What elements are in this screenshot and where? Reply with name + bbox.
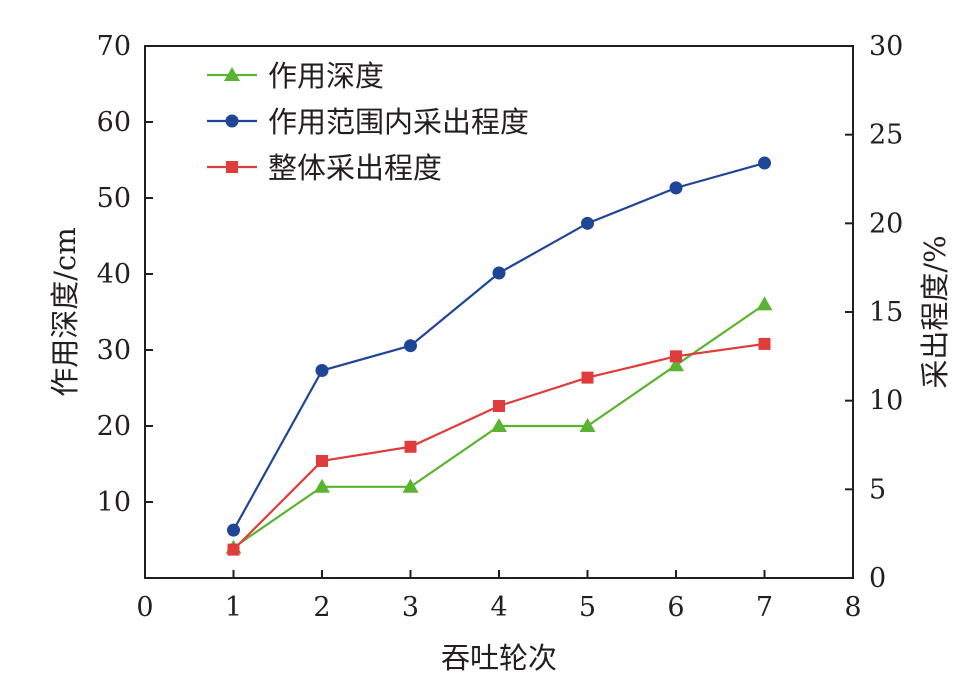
left-y-axis-title: 作用深度/cm [48, 227, 82, 397]
data-point [402, 478, 419, 493]
data-point [758, 156, 771, 170]
x-tick-label: 6 [667, 592, 684, 623]
y-tick-label: 30 [97, 335, 131, 366]
data-point [492, 266, 506, 280]
legend-item: 作用范围内采出程度 [207, 105, 529, 139]
legend-marker [226, 161, 238, 173]
x-tick-label: 4 [490, 592, 507, 623]
y2-tick-label: 20 [869, 208, 903, 239]
data-point [227, 523, 240, 537]
x-tick-label: 7 [756, 592, 773, 623]
data-point [670, 350, 682, 363]
data-point [669, 181, 683, 195]
y-tick-label: 60 [97, 107, 131, 138]
legend-marker [224, 67, 240, 81]
data-point [315, 364, 329, 378]
legend-label: 整体采出程度 [268, 151, 442, 185]
data-point [668, 357, 684, 372]
data-point [491, 418, 507, 432]
legend-item: 作用深度 [207, 59, 384, 93]
data-point [493, 399, 505, 412]
data-point [758, 337, 771, 350]
series-layer [225, 156, 773, 556]
legend-item: 整体采出程度 [207, 151, 442, 185]
series-line [232, 342, 765, 551]
legend-marker [225, 114, 239, 128]
right-y-axis-ticks: 0 5 10 15 20 25 30 [845, 31, 903, 594]
x-tick-label: 0 [136, 592, 153, 623]
legend-label: 作用深度 [268, 59, 384, 93]
series-line [232, 161, 765, 531]
data-point [227, 543, 240, 556]
series-2 [227, 156, 771, 537]
x-axis-title: 吞吐轮次 [441, 641, 557, 675]
data-point [316, 454, 328, 467]
y-tick-label: 50 [97, 183, 131, 214]
data-point [404, 440, 417, 453]
data-point [314, 478, 330, 493]
y2-tick-label: 10 [869, 386, 903, 417]
x-axis-ticks: 0 1 2 3 4 5 6 7 8 [136, 570, 862, 623]
y-tick-label: 70 [97, 31, 131, 62]
right-y-axis-title: 采出程度/% [918, 235, 952, 388]
x-tick-label: 3 [402, 592, 419, 623]
y2-tick-label: 25 [869, 120, 903, 151]
y2-tick-label: 30 [869, 31, 903, 62]
y-tick-label: 20 [97, 411, 131, 442]
y2-tick-label: 15 [869, 297, 903, 328]
x-tick-label: 2 [313, 592, 330, 623]
x-tick-label: 5 [579, 592, 596, 623]
series-1 [225, 296, 773, 554]
legend-label: 作用范围内采出程度 [268, 105, 529, 139]
data-point [404, 339, 417, 353]
y-tick-label: 40 [97, 259, 131, 290]
y2-tick-label: 5 [869, 474, 886, 505]
data-point [579, 418, 596, 432]
y2-tick-label: 0 [869, 563, 886, 594]
data-point [581, 371, 594, 384]
left-y-axis-ticks: 10 20 30 40 50 60 70 [97, 31, 153, 518]
x-tick-label: 8 [844, 592, 861, 623]
y-tick-label: 10 [97, 487, 131, 518]
series-3 [227, 337, 771, 556]
data-point [581, 216, 594, 230]
data-point [756, 296, 773, 311]
x-tick-label: 1 [225, 592, 242, 623]
